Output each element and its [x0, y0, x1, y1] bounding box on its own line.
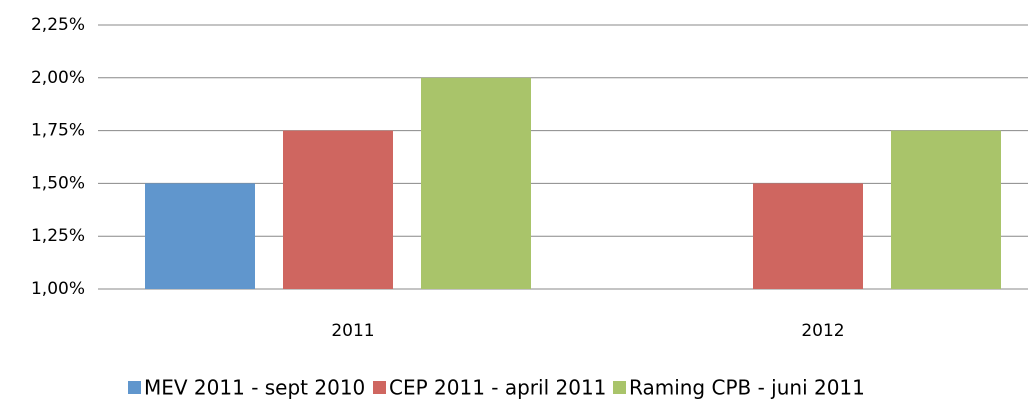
x-tick-label: 2011 [331, 321, 374, 341]
y-tick-label: 1,00% [31, 279, 85, 299]
y-tick-label: 1,50% [31, 173, 85, 193]
bar [283, 130, 393, 289]
bar [891, 130, 1001, 289]
y-tick-label: 2,00% [31, 68, 85, 88]
y-tick-label: 2,25% [31, 15, 85, 35]
y-tick-label: 1,75% [31, 121, 85, 141]
legend-swatch [613, 381, 626, 394]
legend-label: Raming CPB - juni 2011 [629, 376, 865, 400]
x-tick-label: 2012 [801, 321, 844, 341]
bar [145, 183, 255, 289]
legend-swatch [128, 381, 141, 394]
legend-swatch [373, 381, 386, 394]
bar [753, 183, 863, 289]
bar [421, 77, 531, 289]
legend-label: CEP 2011 - april 2011 [389, 376, 606, 400]
y-tick-label: 1,25% [31, 226, 85, 246]
legend-label: MEV 2011 - sept 2010 [144, 376, 365, 400]
